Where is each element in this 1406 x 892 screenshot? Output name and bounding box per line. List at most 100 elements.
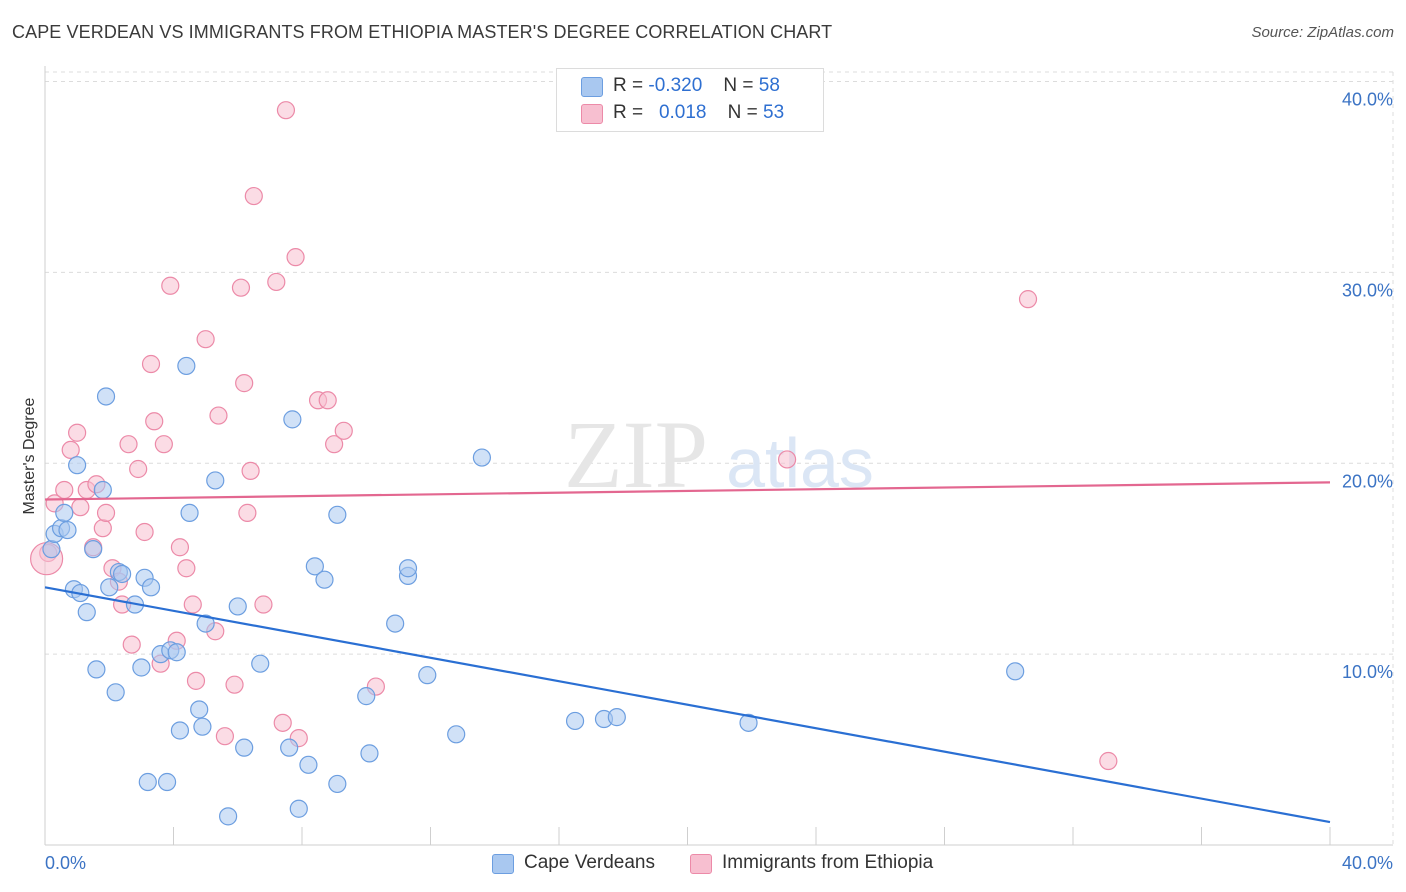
data-point xyxy=(196,614,215,633)
data-point xyxy=(235,738,254,757)
data-point xyxy=(138,772,157,792)
data-point xyxy=(225,675,244,694)
data-point xyxy=(267,272,286,292)
data-point xyxy=(96,503,116,522)
data-point xyxy=(280,738,299,757)
data-point xyxy=(418,666,437,685)
bottom-legend-label: Immigrants from Ethiopia xyxy=(722,852,934,873)
data-point xyxy=(209,406,228,425)
data-point xyxy=(1006,662,1025,681)
y-axis-label: Master's Degree xyxy=(21,397,38,514)
data-point xyxy=(61,440,80,460)
legend-swatch-pink xyxy=(581,104,603,124)
trend-lines xyxy=(44,481,1331,824)
data-point xyxy=(93,480,112,500)
y-tick-labels: 10.0% 20.0% 30.0% 40.0% xyxy=(1342,90,1393,683)
data-point xyxy=(357,687,376,706)
trend-line-immigrants-from-ethiopia xyxy=(44,481,1331,501)
data-point xyxy=(100,578,119,597)
data-point xyxy=(132,658,151,677)
x-tick-label: 40.0% xyxy=(1342,853,1393,873)
x-tick-label: 0.0% xyxy=(45,853,86,873)
data-point xyxy=(238,503,257,522)
data-point xyxy=(180,503,199,522)
data-point xyxy=(472,448,491,467)
data-point xyxy=(219,807,238,826)
data-point xyxy=(607,708,626,727)
data-point xyxy=(398,559,418,578)
legend-r-label: R = xyxy=(613,102,644,123)
data-point xyxy=(87,660,106,679)
data-point xyxy=(68,423,87,442)
data-point xyxy=(231,278,251,297)
y-tick-label: 30.0% xyxy=(1342,280,1393,300)
series-cape-verdeans xyxy=(42,356,1025,826)
data-point xyxy=(1099,751,1118,771)
data-point xyxy=(135,522,154,542)
data-point xyxy=(215,727,234,746)
data-point xyxy=(96,387,116,406)
bottom-legend-swatch-pink xyxy=(690,854,712,874)
data-point xyxy=(58,520,77,540)
data-point xyxy=(328,774,347,794)
data-point xyxy=(141,354,161,374)
data-point xyxy=(193,717,212,736)
data-point xyxy=(1018,290,1038,309)
data-point xyxy=(299,755,318,774)
data-point xyxy=(119,435,138,454)
y-tick-label: 10.0% xyxy=(1342,662,1393,682)
x-tick-labels: 0.0% 40.0% xyxy=(45,853,1393,873)
data-point xyxy=(228,597,247,616)
data-point xyxy=(129,459,148,479)
data-point xyxy=(196,330,215,349)
data-point xyxy=(84,540,103,559)
data-point xyxy=(141,578,161,597)
data-point xyxy=(241,461,260,481)
data-point xyxy=(170,538,190,557)
data-point xyxy=(42,540,61,559)
data-point xyxy=(145,412,164,431)
data-point xyxy=(273,713,292,732)
data-point xyxy=(565,711,585,731)
correlation-legend: R = -0.320 N = 58 R = 0.018 N = 53 xyxy=(556,68,824,132)
data-point xyxy=(447,725,466,744)
data-point xyxy=(106,683,125,702)
trend-line-cape-verdeans xyxy=(44,586,1331,824)
data-point xyxy=(190,700,209,719)
data-point xyxy=(55,503,74,522)
source-credit: Source: ZipAtlas.com xyxy=(1251,24,1394,41)
data-point xyxy=(177,356,196,376)
data-point xyxy=(186,671,206,690)
data-point xyxy=(161,276,180,295)
legend-n-value: 53 xyxy=(763,102,785,123)
data-point xyxy=(154,435,173,454)
data-point xyxy=(325,435,344,454)
series-immigrants-from-ethiopia xyxy=(30,101,1118,771)
bottom-legend-label: Cape Verdeans xyxy=(524,852,655,873)
data-point xyxy=(305,557,324,576)
data-point xyxy=(244,186,263,206)
data-point xyxy=(170,721,190,740)
bottom-legend-swatch-blue xyxy=(492,854,514,874)
legend-r-value: 0.018 xyxy=(658,102,707,123)
data-point xyxy=(71,498,90,517)
data-point xyxy=(122,635,141,654)
legend-r-value: -0.320 xyxy=(648,75,703,96)
data-point xyxy=(386,614,405,633)
data-point xyxy=(77,603,96,622)
legend-n-value: 58 xyxy=(758,75,780,96)
data-point xyxy=(289,799,308,818)
data-point xyxy=(360,744,379,763)
data-point xyxy=(739,713,758,732)
grid-lines xyxy=(45,71,1394,845)
data-point xyxy=(254,595,273,614)
data-point xyxy=(283,410,302,429)
chart-title: CAPE VERDEAN VS IMMIGRANTS FROM ETHIOPIA… xyxy=(12,22,833,42)
data-point xyxy=(93,519,112,538)
data-point xyxy=(276,101,296,120)
data-point xyxy=(68,456,87,475)
data-point xyxy=(55,480,74,500)
data-point xyxy=(286,248,305,267)
data-point xyxy=(183,595,202,614)
